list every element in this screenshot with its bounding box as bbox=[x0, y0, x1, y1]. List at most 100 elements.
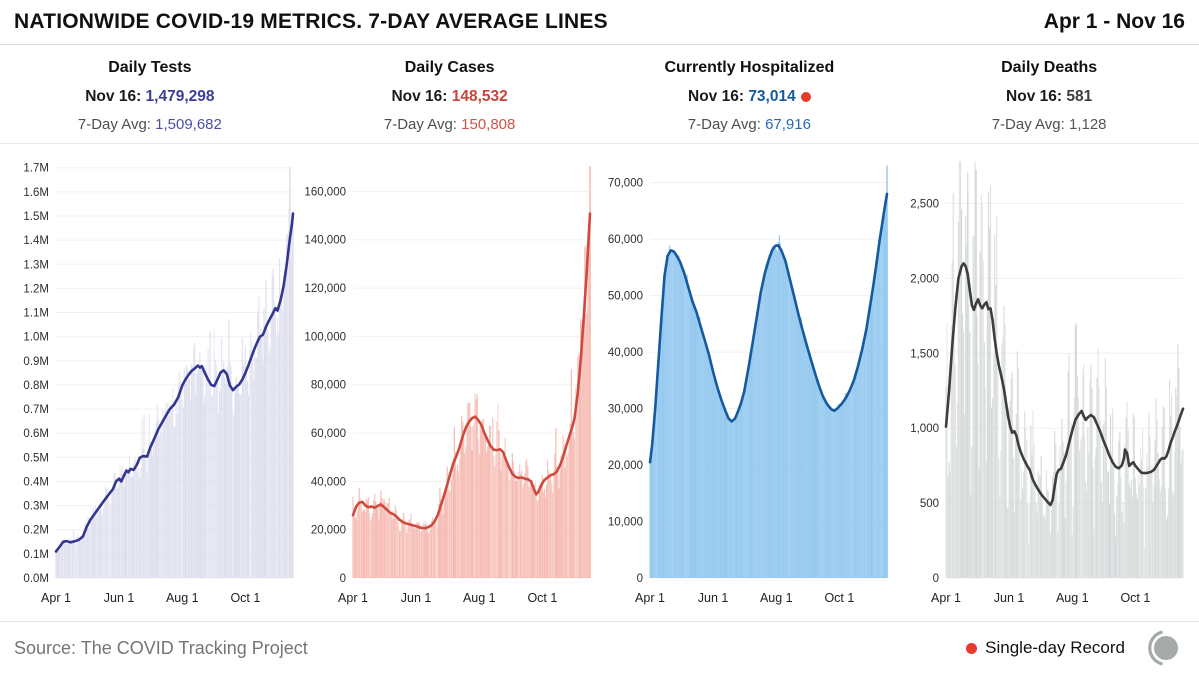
chart-hospitalized: 0 10,000 20,000 30,000 40,000 50,000 60,000 70,… bbox=[600, 146, 897, 619]
stat-avg-value: 1,128 bbox=[1068, 116, 1107, 133]
legend: Single-day Record bbox=[966, 627, 1185, 669]
svg-text:0.7M: 0.7M bbox=[23, 404, 49, 416]
daily-deaths-chart: 0 500 1,000 1,500 2,000 2,500 Apr 1 Jun 1 Aug 1 O… bbox=[910, 161, 1185, 605]
daily-tests-chart: 0.0M 0.1M 0.2M 0.3M 0.4M 0.5M 0.6M 0.7M 0.8M 0.9M… bbox=[23, 163, 295, 605]
page-title: NATIONWIDE COVID-19 METRICS. 7-DAY AVERA… bbox=[14, 10, 608, 33]
stat-latest-value: 148,532 bbox=[451, 88, 508, 105]
stat-latest-label: Nov 16: bbox=[85, 88, 142, 105]
legend-label: Single-day Record bbox=[985, 638, 1125, 657]
svg-text:1.5M: 1.5M bbox=[23, 211, 49, 223]
svg-text:0.0M: 0.0M bbox=[23, 573, 49, 585]
svg-text:1.6M: 1.6M bbox=[23, 187, 49, 199]
legend-single-day-record: Single-day Record bbox=[966, 638, 1125, 658]
hospitalized-chart: 0 10,000 20,000 30,000 40,000 50,000 60,000 70,… bbox=[607, 165, 888, 605]
stat-latest-label: Nov 16: bbox=[688, 88, 744, 105]
stat-avg-label: 7-Day Avg: bbox=[687, 116, 761, 133]
svg-text:70,000: 70,000 bbox=[607, 178, 642, 190]
svg-text:Aug 1: Aug 1 bbox=[1056, 591, 1089, 605]
svg-text:0.3M: 0.3M bbox=[23, 501, 49, 513]
svg-text:Aug 1: Aug 1 bbox=[463, 591, 496, 605]
svg-text:Oct 1: Oct 1 bbox=[230, 591, 260, 605]
svg-text:1.7M: 1.7M bbox=[23, 163, 49, 175]
svg-text:1.2M: 1.2M bbox=[23, 283, 49, 295]
svg-text:Oct 1: Oct 1 bbox=[527, 591, 557, 605]
svg-text:20,000: 20,000 bbox=[607, 460, 642, 472]
svg-text:Jun 1: Jun 1 bbox=[401, 591, 432, 605]
svg-text:60,000: 60,000 bbox=[311, 428, 346, 440]
svg-text:Apr 1: Apr 1 bbox=[931, 591, 961, 605]
svg-text:1.4M: 1.4M bbox=[23, 235, 49, 247]
stat-panel-daily-deaths: Daily Deaths Nov 16: 581 7-Day Avg: 1,12… bbox=[899, 51, 1199, 133]
charts-row: 0.0M 0.1M 0.2M 0.3M 0.4M 0.5M 0.6M 0.7M 0.8M 0.9M… bbox=[0, 144, 1199, 619]
stat-avg-label: 7-Day Avg: bbox=[991, 116, 1065, 133]
svg-text:40,000: 40,000 bbox=[607, 347, 642, 359]
svg-text:Oct 1: Oct 1 bbox=[824, 591, 854, 605]
stat-panel-hospitalized: Currently Hospitalized Nov 16: 73,014 7-… bbox=[600, 51, 900, 133]
single-day-record-dot-icon bbox=[800, 91, 811, 102]
svg-text:Apr 1: Apr 1 bbox=[338, 591, 368, 605]
svg-text:140,000: 140,000 bbox=[304, 235, 346, 247]
svg-text:Oct 1: Oct 1 bbox=[1121, 591, 1151, 605]
svg-text:Jun 1: Jun 1 bbox=[994, 591, 1025, 605]
stat-latest-value: 73,014 bbox=[748, 88, 796, 105]
svg-text:0: 0 bbox=[339, 573, 345, 585]
svg-text:Jun 1: Jun 1 bbox=[104, 591, 135, 605]
svg-text:1.1M: 1.1M bbox=[23, 308, 49, 320]
svg-text:120,000: 120,000 bbox=[304, 283, 346, 295]
svg-text:0.1M: 0.1M bbox=[23, 549, 49, 561]
svg-text:1,500: 1,500 bbox=[910, 348, 939, 360]
svg-text:40,000: 40,000 bbox=[311, 476, 346, 488]
daily-cases-chart: 0 20,000 40,000 60,000 80,000 100,000 120,000 1… bbox=[304, 166, 592, 605]
page-header: NATIONWIDE COVID-19 METRICS. 7-DAY AVERA… bbox=[0, 0, 1199, 45]
svg-text:0.6M: 0.6M bbox=[23, 428, 49, 440]
stat-avg-value: 67,916 bbox=[765, 116, 811, 133]
svg-text:1.3M: 1.3M bbox=[23, 259, 49, 271]
source-credit: Source: The COVID Tracking Project bbox=[14, 637, 308, 658]
stat-panel-daily-cases: Daily Cases Nov 16: 148,532 7-Day Avg: 1… bbox=[300, 51, 600, 133]
chart-daily-deaths: 0 500 1,000 1,500 2,000 2,500 Apr 1 Jun 1 Aug 1 O… bbox=[896, 146, 1193, 619]
stat-avg-value: 150,808 bbox=[461, 116, 516, 133]
chart-daily-tests: 0.0M 0.1M 0.2M 0.3M 0.4M 0.5M 0.6M 0.7M 0.8M 0.9M… bbox=[6, 146, 303, 619]
stat-title: Daily Deaths bbox=[1001, 59, 1098, 76]
chart-daily-cases: 0 20,000 40,000 60,000 80,000 100,000 120,000 1… bbox=[303, 146, 600, 619]
stat-latest-label: Nov 16: bbox=[1006, 88, 1063, 105]
svg-text:1,000: 1,000 bbox=[910, 423, 939, 435]
svg-text:0.8M: 0.8M bbox=[23, 380, 49, 392]
svg-text:0: 0 bbox=[636, 573, 642, 585]
svg-text:20,000: 20,000 bbox=[311, 525, 346, 537]
svg-text:0: 0 bbox=[933, 573, 939, 585]
svg-text:Jun 1: Jun 1 bbox=[697, 591, 728, 605]
stat-avg-value: 1,509,682 bbox=[155, 116, 222, 133]
stat-avg-label: 7-Day Avg: bbox=[77, 116, 151, 133]
stats-row: Daily Tests Nov 16: 1,479,298 7-Day Avg:… bbox=[0, 45, 1199, 144]
svg-text:30,000: 30,000 bbox=[607, 404, 642, 416]
svg-text:Apr 1: Apr 1 bbox=[635, 591, 665, 605]
svg-text:0.9M: 0.9M bbox=[23, 356, 49, 368]
svg-text:Aug 1: Aug 1 bbox=[759, 591, 792, 605]
stat-latest-label: Nov 16: bbox=[391, 88, 448, 105]
page-footer: Source: The COVID Tracking Project Singl… bbox=[0, 621, 1199, 674]
svg-text:500: 500 bbox=[920, 498, 939, 510]
svg-text:2,000: 2,000 bbox=[910, 273, 939, 285]
svg-text:Aug 1: Aug 1 bbox=[166, 591, 199, 605]
covid-tracking-project-logo-icon bbox=[1148, 630, 1178, 666]
record-dot-icon bbox=[966, 642, 978, 654]
svg-text:100,000: 100,000 bbox=[304, 331, 346, 343]
svg-text:80,000: 80,000 bbox=[311, 380, 346, 392]
svg-text:10,000: 10,000 bbox=[607, 517, 642, 529]
svg-text:2,500: 2,500 bbox=[910, 198, 939, 210]
date-range: Apr 1 - Nov 16 bbox=[1043, 10, 1185, 33]
stat-panel-daily-tests: Daily Tests Nov 16: 1,479,298 7-Day Avg:… bbox=[0, 51, 300, 133]
stat-avg-label: 7-Day Avg: bbox=[383, 116, 457, 133]
svg-text:1.0M: 1.0M bbox=[23, 332, 49, 344]
stat-latest-value: 581 bbox=[1066, 88, 1093, 105]
svg-text:60,000: 60,000 bbox=[607, 234, 642, 246]
svg-text:Apr 1: Apr 1 bbox=[41, 591, 71, 605]
stat-title: Currently Hospitalized bbox=[664, 59, 835, 76]
svg-text:0.4M: 0.4M bbox=[23, 477, 49, 489]
svg-text:160,000: 160,000 bbox=[304, 186, 346, 198]
stat-latest-value: 1,479,298 bbox=[145, 88, 215, 105]
stat-title: Daily Tests bbox=[108, 59, 192, 76]
svg-text:0.5M: 0.5M bbox=[23, 452, 49, 464]
stat-title: Daily Cases bbox=[404, 59, 495, 76]
